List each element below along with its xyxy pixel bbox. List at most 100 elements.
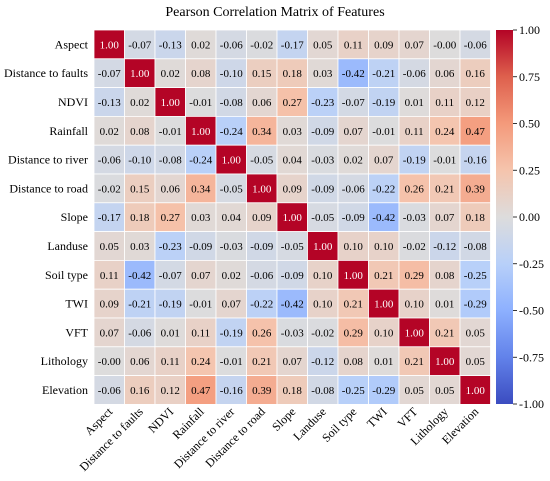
cell-value-label: 0.09: [374, 39, 394, 51]
cell-value-label: -0.01: [189, 97, 212, 109]
heatmap-cell: [185, 202, 217, 233]
cell-value-label: 0.05: [100, 241, 120, 253]
chart-title: Pearson Correlation Matrix of Features: [165, 5, 384, 20]
x-tick-label-soil-type: Soil type: [319, 405, 359, 445]
cell-value-label: 0.10: [313, 270, 333, 282]
cell-value-label: 0.27: [283, 97, 303, 109]
cell-value-label: -0.12: [311, 356, 334, 368]
cell-value-label: 0.21: [252, 356, 271, 368]
heatmap-cell: [246, 116, 278, 146]
cell-value-label: -0.09: [311, 183, 334, 195]
heatmap-cell: [368, 202, 400, 233]
cell-value-label: 0.07: [344, 126, 364, 138]
cell-value-label: 0.18: [283, 68, 303, 80]
cell-value-label: 0.16: [130, 385, 150, 397]
cell-value-label: -0.19: [372, 97, 395, 109]
cell-value-label: -0.07: [159, 270, 182, 282]
y-tick-label-rainfall: Rainfall: [49, 124, 88, 138]
y-tick-label-distance-to-road: Distance to road: [9, 181, 88, 195]
cell-value-label: 0.02: [100, 126, 119, 138]
heatmap-cell: [246, 202, 278, 233]
heatmap-cell: [246, 346, 278, 376]
cell-value-label: -0.06: [403, 68, 426, 80]
cell-value-label: 0.18: [130, 212, 150, 224]
cell-value-label: 1.00: [466, 385, 486, 397]
cell-value-label: -0.16: [464, 155, 487, 167]
cell-value-label: -0.42: [342, 68, 365, 80]
heatmap-cell: [307, 173, 339, 204]
cell-value-label: -0.29: [464, 299, 487, 311]
cell-value-label: -0.06: [464, 39, 487, 51]
x-tick-label-vft: VFT: [394, 404, 420, 430]
cell-value-label: -0.22: [372, 183, 395, 195]
y-tick-label-aspect: Aspect: [55, 37, 89, 51]
cell-value-label: -0.00: [433, 39, 456, 51]
cell-value-label: -0.16: [220, 385, 243, 397]
cell-value-label: 0.02: [222, 270, 241, 282]
heatmap-cell: [93, 58, 125, 88]
heatmap-cell: [154, 87, 186, 117]
y-tick-label-lithology: Lithology: [41, 354, 88, 368]
cell-value-label: -0.01: [159, 126, 182, 138]
heatmap-cell: [459, 231, 491, 261]
cell-value-label: 0.11: [191, 327, 210, 339]
heatmap-cell: [398, 87, 430, 117]
heatmap-cell: [459, 144, 491, 175]
cell-value-label: 0.08: [435, 270, 455, 282]
cell-value-label: -0.09: [311, 126, 334, 138]
heatmap-cell: [215, 58, 247, 88]
y-tick-label-soil-type: Soil type: [45, 268, 88, 282]
cell-value-label: 0.27: [161, 212, 181, 224]
cell-value-label: 0.26: [252, 327, 272, 339]
cell-value-label: -0.09: [281, 270, 304, 282]
cell-value-label: 0.09: [283, 183, 303, 195]
cell-value-label: 0.12: [161, 385, 180, 397]
heatmap-cell: [93, 202, 125, 233]
cell-value-label: -0.06: [220, 39, 243, 51]
heatmap-cell: [154, 202, 186, 233]
cell-value-label: 0.29: [405, 270, 425, 282]
heatmap-cell: [337, 144, 369, 175]
cell-value-label: -0.01: [189, 299, 212, 311]
heatmap-cell: [459, 346, 491, 376]
heatmap-cell: [124, 173, 156, 204]
colorbar-tick-label: -0.75: [519, 350, 544, 364]
cell-value-label: 0.09: [100, 299, 120, 311]
heatmap-cell: [307, 58, 339, 88]
heatmap-cell: [337, 116, 369, 146]
heatmap-cell: [307, 29, 339, 60]
cell-value-label: 0.08: [344, 356, 364, 368]
cell-value-label: 0.02: [161, 68, 180, 80]
cell-value-label: 0.10: [344, 241, 364, 253]
cell-value-label: 0.11: [161, 356, 180, 368]
heatmap-cell: [307, 116, 339, 146]
cell-value-label: 0.01: [161, 327, 180, 339]
colorbar-tick-label: 0.75: [519, 70, 540, 84]
cell-value-label: 0.11: [405, 126, 424, 138]
heatmap-cell: [185, 375, 217, 405]
cell-value-label: -0.10: [220, 68, 243, 80]
cell-value-label: 0.03: [191, 212, 211, 224]
cell-value-label: 0.07: [405, 39, 425, 51]
cell-value-label: -0.12: [433, 241, 456, 253]
heatmap-cell: [307, 346, 339, 376]
cell-value-label: -0.19: [159, 299, 182, 311]
cell-value-label: 0.11: [100, 270, 119, 282]
cell-value-label: -0.07: [128, 39, 151, 51]
cell-value-label: -0.08: [220, 97, 243, 109]
heatmap-cell: [429, 144, 461, 175]
heatmap-cell: [185, 346, 217, 376]
heatmap-cell: [246, 375, 278, 405]
heatmap-cell: [93, 29, 125, 60]
cell-value-label: 0.01: [435, 299, 454, 311]
cell-value-label: 1.00: [344, 270, 364, 282]
heatmap-cell: [368, 173, 400, 204]
heatmap-cell: [215, 375, 247, 405]
cell-value-label: -0.24: [189, 155, 212, 167]
heatmap-cell: [154, 259, 186, 290]
heatmap-cell: [154, 116, 186, 146]
colorbar-tick-label: 0.25: [519, 163, 540, 177]
cell-value-label: 0.12: [466, 97, 485, 109]
